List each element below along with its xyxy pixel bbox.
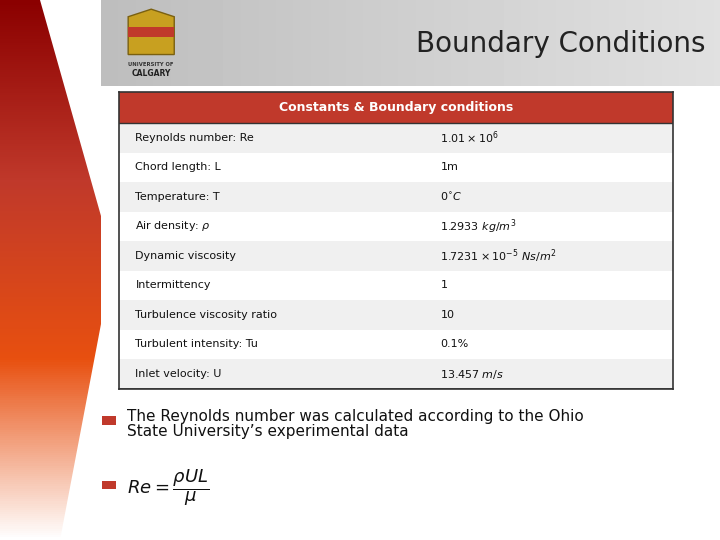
Bar [119, 152, 673, 182]
Bar [119, 359, 673, 389]
Bar [102, 416, 115, 424]
Text: $Re = \dfrac{\rho UL}{\mu}$: $Re = \dfrac{\rho UL}{\mu}$ [127, 467, 209, 508]
Text: Intermittency: Intermittency [135, 280, 211, 291]
Text: 0.1%: 0.1% [441, 340, 469, 349]
Bar [119, 123, 673, 152]
Text: Air density: $\rho$: Air density: $\rho$ [135, 219, 211, 233]
Bar [119, 92, 673, 123]
Bar [119, 212, 673, 241]
Text: 10: 10 [441, 310, 454, 320]
Text: Temperature: T: Temperature: T [135, 192, 220, 202]
Text: $1.2933\ kg/m^{3}$: $1.2933\ kg/m^{3}$ [441, 217, 517, 235]
Text: Chord length: L: Chord length: L [135, 163, 221, 172]
Text: Inlet velocity: U: Inlet velocity: U [135, 369, 222, 379]
Text: Turbulent intensity: Tu: Turbulent intensity: Tu [135, 340, 258, 349]
Polygon shape [128, 9, 174, 55]
Bar [119, 182, 673, 212]
Bar [128, 28, 174, 37]
Text: 1: 1 [441, 280, 447, 291]
Bar [102, 481, 115, 489]
Polygon shape [60, 324, 101, 540]
Text: $1.01 \times 10^{6}$: $1.01 \times 10^{6}$ [441, 130, 500, 146]
Text: The Reynolds number was calculated according to the Ohio: The Reynolds number was calculated accor… [127, 409, 583, 423]
Text: Turbulence viscosity ratio: Turbulence viscosity ratio [135, 310, 277, 320]
Text: $13.457\ m/s$: $13.457\ m/s$ [441, 368, 504, 381]
Text: CALGARY: CALGARY [132, 69, 171, 78]
Text: State University’s experimental data: State University’s experimental data [127, 424, 408, 439]
Text: Boundary Conditions: Boundary Conditions [416, 30, 706, 58]
Text: Constants & Boundary conditions: Constants & Boundary conditions [279, 101, 513, 114]
Text: 1m: 1m [441, 163, 458, 172]
Polygon shape [40, 0, 101, 216]
Text: Dynamic viscosity: Dynamic viscosity [135, 251, 236, 261]
Text: $0^{\circ}C$: $0^{\circ}C$ [441, 191, 462, 203]
Text: UNIVERSITY OF: UNIVERSITY OF [128, 62, 174, 67]
Bar [119, 241, 673, 271]
Bar [119, 300, 673, 330]
Text: Reynolds number: Re: Reynolds number: Re [135, 133, 254, 143]
Text: $1.7231 \times 10^{-5}\ Ns/m^{2}$: $1.7231 \times 10^{-5}\ Ns/m^{2}$ [441, 247, 557, 265]
Bar [119, 330, 673, 359]
Bar [119, 271, 673, 300]
